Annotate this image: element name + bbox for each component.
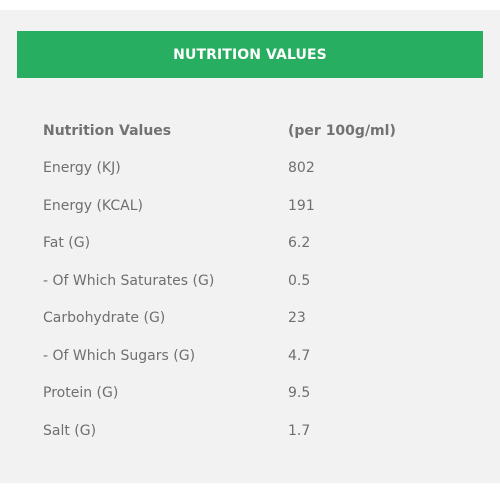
- table-row: Protein (G) 9.5: [43, 375, 448, 413]
- table-row: Carbohydrate (G) 23: [43, 300, 448, 338]
- nutrient-name: Protein (G): [43, 385, 119, 402]
- nutrient-value: 802: [288, 160, 315, 177]
- table-header-row: Nutrition Values (per 100g/ml): [43, 112, 448, 150]
- table-row: Salt (G) 1.7: [43, 412, 448, 450]
- column-header-nutrient: Nutrition Values: [43, 122, 172, 139]
- nutrient-name: - Of Which Sugars (G): [43, 347, 196, 364]
- nutrient-name: Fat (G): [43, 235, 91, 252]
- nutrition-header-bar: NUTRITION VALUES: [17, 31, 483, 78]
- nutrition-panel: NUTRITION VALUES Nutrition Values (per 1…: [0, 10, 500, 483]
- table-row: - Of Which Sugars (G) 4.7: [43, 337, 448, 375]
- nutrient-name: Salt (G): [43, 422, 97, 439]
- nutrient-value: 4.7: [288, 347, 311, 364]
- nutrient-value: 1.7: [288, 422, 311, 439]
- table-row: Fat (G) 6.2: [43, 225, 448, 263]
- nutrient-value: 6.2: [288, 235, 311, 252]
- column-header-per-100g: (per 100g/ml): [288, 122, 396, 139]
- nutrition-title: NUTRITION VALUES: [173, 46, 327, 63]
- nutrient-name: Carbohydrate (G): [43, 310, 166, 327]
- nutrient-name: Energy (KCAL): [43, 197, 143, 214]
- table-row: Energy (KCAL) 191: [43, 187, 448, 225]
- nutrient-name: - Of Which Saturates (G): [43, 272, 215, 289]
- nutrient-value: 191: [288, 197, 315, 214]
- nutrient-value: 0.5: [288, 272, 311, 289]
- table-row: Energy (KJ) 802: [43, 150, 448, 188]
- table-row: - Of Which Saturates (G) 0.5: [43, 262, 448, 300]
- nutrient-value: 23: [288, 310, 306, 327]
- nutrition-table: Nutrition Values (per 100g/ml) Energy (K…: [43, 112, 448, 450]
- nutrient-value: 9.5: [288, 385, 311, 402]
- nutrient-name: Energy (KJ): [43, 160, 121, 177]
